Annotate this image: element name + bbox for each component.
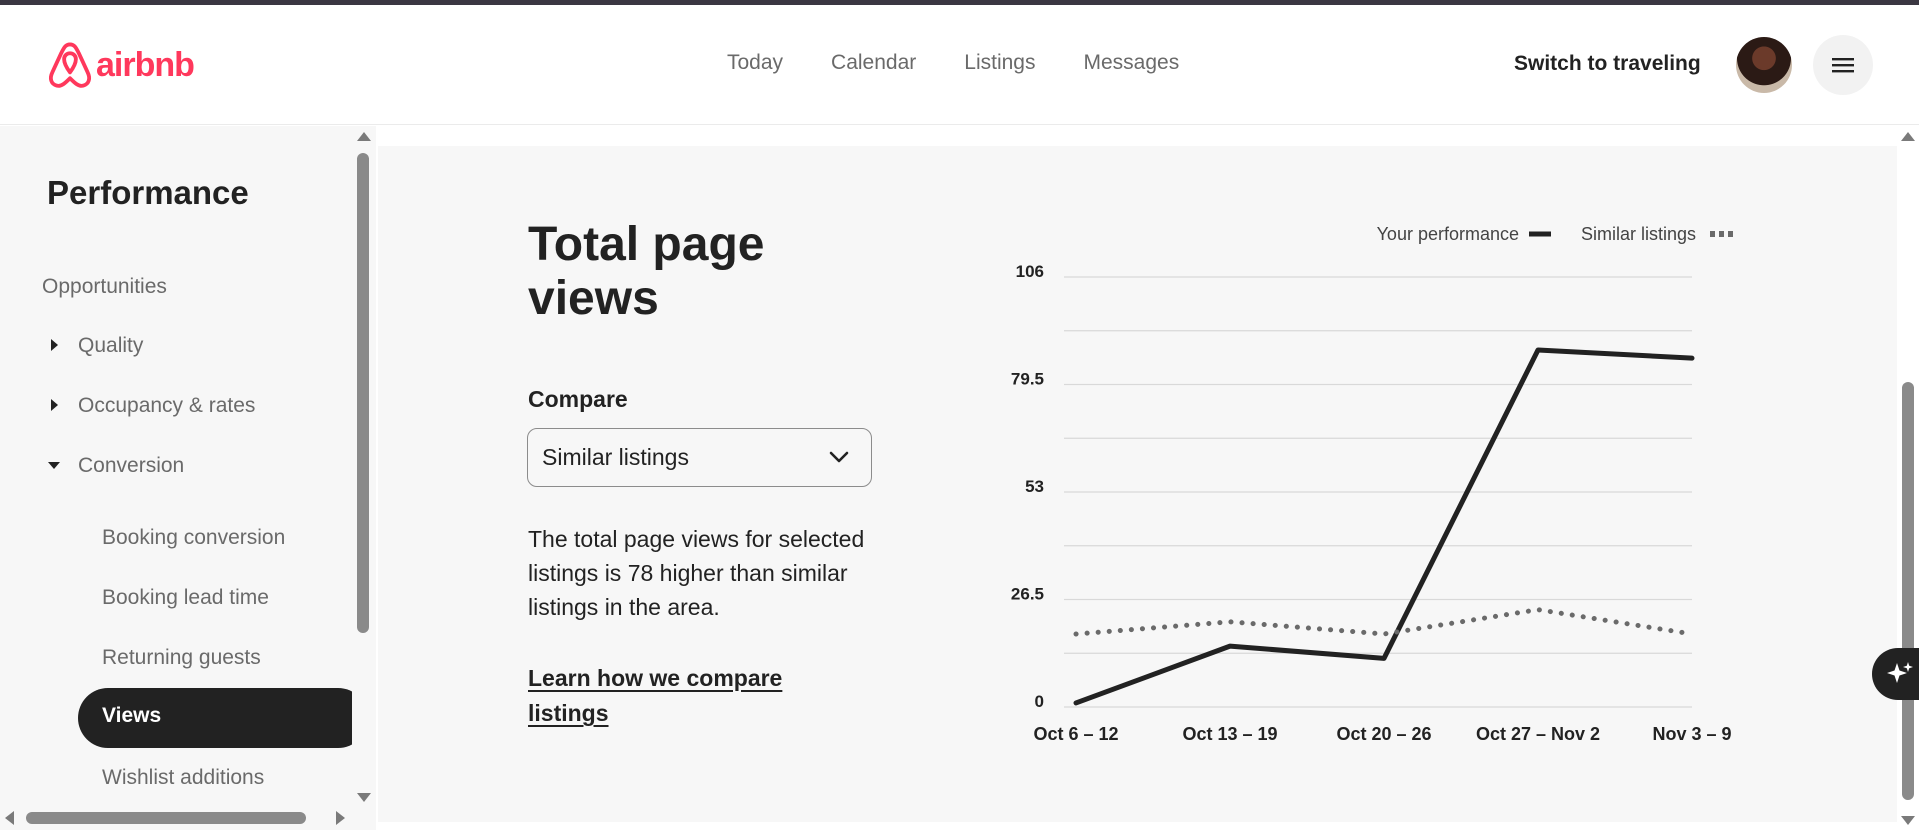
nav-messages[interactable]: Messages bbox=[1083, 51, 1180, 74]
sidebar-item-returning-guests[interactable]: Returning guests bbox=[102, 646, 261, 669]
comparison-description: The total page views for selected listin… bbox=[528, 526, 865, 620]
page-title: Total page views bbox=[528, 218, 765, 325]
avatar[interactable] bbox=[1736, 37, 1792, 93]
scrollbar-thumb[interactable] bbox=[357, 153, 369, 633]
scroll-down-arrow-icon[interactable] bbox=[1901, 816, 1915, 825]
sidebar-title: Performance bbox=[47, 174, 249, 211]
y-tick-label: 106 bbox=[1016, 262, 1044, 281]
scrollbar-thumb[interactable] bbox=[26, 812, 306, 824]
scroll-up-arrow-icon[interactable] bbox=[357, 132, 371, 141]
scroll-right-arrow-icon[interactable] bbox=[336, 811, 345, 825]
compare-select-value: Similar listings bbox=[542, 444, 689, 470]
sparkle-icon bbox=[1887, 662, 1913, 683]
nav-today[interactable]: Today bbox=[727, 51, 784, 74]
sidebar-item-quality[interactable]: Quality bbox=[78, 334, 144, 357]
ai-assistant-button[interactable] bbox=[1872, 648, 1919, 700]
sidebar-scroll-area[interactable]: Performance Opportunities Quality Occupa… bbox=[0, 126, 352, 806]
menu-button[interactable] bbox=[1813, 35, 1873, 95]
sidebar-item-booking-lead-time[interactable]: Booking lead time bbox=[102, 586, 269, 609]
y-tick-label: 0 bbox=[1035, 692, 1044, 711]
collapse-caret-icon[interactable] bbox=[48, 462, 60, 469]
scroll-left-arrow-icon[interactable] bbox=[5, 811, 14, 825]
x-tick-label: Oct 27 – Nov 2 bbox=[1476, 724, 1600, 744]
scroll-down-arrow-icon[interactable] bbox=[357, 793, 371, 802]
sidebar-vertical-scrollbar[interactable] bbox=[352, 126, 376, 806]
x-tick-label: Oct 20 – 26 bbox=[1336, 724, 1431, 744]
sidebar: Performance Opportunities Quality Occupa… bbox=[0, 126, 376, 830]
switch-to-traveling-link[interactable]: Switch to traveling bbox=[1514, 52, 1701, 75]
sidebar-item-opportunities[interactable]: Opportunities bbox=[42, 275, 167, 298]
series-line-your-performance bbox=[1073, 347, 1695, 706]
x-tick-label: Oct 13 – 19 bbox=[1182, 724, 1277, 744]
y-tick-label: 53 bbox=[1025, 477, 1044, 496]
expand-caret-icon[interactable] bbox=[51, 399, 58, 411]
compare-label: Compare bbox=[528, 386, 628, 412]
brand-wordmark: airbnb bbox=[96, 45, 195, 84]
sidebar-horizontal-scrollbar[interactable] bbox=[0, 806, 352, 830]
sidebar-item-conversion[interactable]: Conversion bbox=[78, 454, 185, 477]
top-header: airbnb Today Calendar Listings Messages … bbox=[0, 5, 1919, 125]
airbnb-logo[interactable]: airbnb bbox=[46, 40, 195, 90]
sidebar-item-views-active[interactable] bbox=[78, 688, 352, 748]
page-views-line-chart: 0 26.5 53 79.5 106 Oct 6 – 12 Oct 13 – 19 Oct 2… bbox=[1011, 224, 1734, 744]
learn-how-we-compare-link[interactable]: Learn how we compare listings bbox=[528, 665, 783, 726]
x-tick-label: Oct 6 – 12 bbox=[1033, 724, 1118, 744]
nav-listings[interactable]: Listings bbox=[964, 51, 1036, 74]
compare-select[interactable]: Similar listings bbox=[527, 428, 872, 487]
y-tick-label: 26.5 bbox=[1011, 585, 1044, 604]
legend-label: Similar listings bbox=[1581, 224, 1696, 244]
sidebar-item-views-label: Views bbox=[102, 704, 162, 727]
chevron-down-icon bbox=[829, 451, 849, 463]
sidebar-item-wishlist-additions[interactable]: Wishlist additions bbox=[102, 766, 265, 789]
y-tick-label: 79.5 bbox=[1011, 370, 1044, 389]
window-top-strip bbox=[0, 0, 1919, 5]
scroll-up-arrow-icon[interactable] bbox=[1901, 132, 1915, 141]
expand-caret-icon[interactable] bbox=[51, 339, 58, 351]
series-line-similar-listings bbox=[1073, 607, 1695, 637]
nav-calendar[interactable]: Calendar bbox=[831, 51, 917, 74]
sidebar-item-occupancy[interactable]: Occupancy & rates bbox=[78, 394, 256, 417]
hamburger-menu-icon bbox=[1832, 58, 1854, 73]
x-tick-label: Nov 3 – 9 bbox=[1652, 724, 1731, 744]
scrollbar-thumb[interactable] bbox=[1902, 382, 1914, 800]
sidebar-item-booking-conversion[interactable]: Booking conversion bbox=[102, 526, 286, 549]
legend-label: Your performance bbox=[1377, 224, 1519, 244]
page-vertical-scrollbar[interactable] bbox=[1897, 126, 1919, 830]
host-nav: Today Calendar Listings Messages bbox=[727, 51, 1227, 75]
airbnb-belo-icon bbox=[48, 42, 92, 88]
